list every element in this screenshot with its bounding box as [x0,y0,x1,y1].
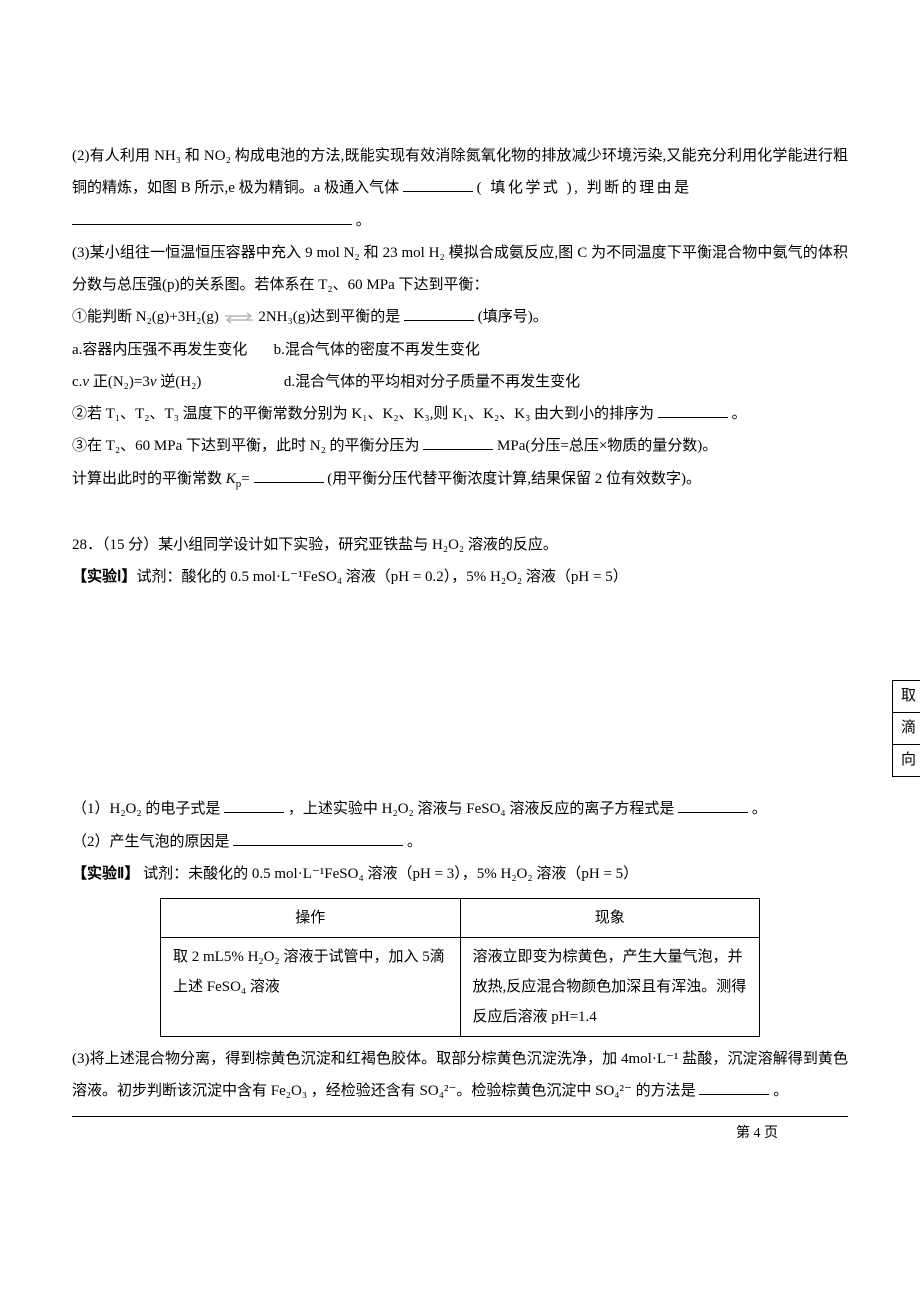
blank-pressure [423,434,493,450]
blank-reason [72,209,352,225]
q28-q1-b: ，上述实验中 H₂O₂ 溶液与 FeSO₄ 溶液反应的离子方程式是 [288,801,675,817]
q27-p2: (2)有人利用 NH₃ 和 NO₂ 构成电池的方法,既能实现有效消除氮氧化物的排… [72,140,848,205]
q27-p3-1c: (填序号)。 [478,309,548,325]
q27-p3-3b: MPa(分压=总压×物质的量分数)。 [497,438,717,454]
option-c-e: 逆(H₂) [157,374,202,390]
exp1-text: 试剂：酸化的 0.5 mol·L⁻¹FeSO₄ 溶液（pH = 0.2），5% … [136,569,627,585]
q28-q3-end: 。 [773,1083,788,1099]
q28-q1-a: （1）H₂O₂ 的电子式是 [72,801,220,817]
exp2-label: 【实验Ⅱ】 [72,866,139,882]
q27-p3-2-end: 。 [732,406,747,422]
page-number: 第 4 页 [72,1119,848,1149]
blank-bubble-reason [233,830,403,846]
q27-p3: (3)某小组往一恒温恒压容器中充入 9 mol N₂ 和 23 mol H₂ 模… [72,237,848,302]
q27-options-ab: a.容器内压强不再发生变化 b.混合气体的密度不再发生变化 [72,334,848,366]
q27-kp-b: (用平衡分压代替平衡浓度计算,结果保留 2 位有效数字)。 [327,471,701,487]
table-row: 取 2 mL5% H₂O₂ 溶液于试管中，加入 5滴上述 FeSO₄ 溶液 溶液… [161,938,760,1037]
option-d: d.混合气体的平均相对分子质量不再发生变化 [284,374,580,390]
option-c-a: c. [72,374,82,390]
blank-order [658,402,728,418]
q27-p3-2: ②若 T₁、T₂、T₃ 温度下的平衡常数分别为 K₁、K₂、K₃,则 K₁、K₂… [72,398,848,430]
exp1-label: 【实验Ⅰ】 [72,569,136,585]
side-r3: 向 [892,745,920,777]
q27-p3-3a: ③在 T₂、60 MPa 下达到平衡，此时 N₂ 的平衡分压为 [72,438,420,454]
equilibrium-arrow-icon [223,312,255,324]
q27-p3-1: ①能判断 N₂(g)+3H₂(g) 2NH₃(g)达到平衡的是 (填序号)。 [72,301,848,333]
blank-choice [404,305,474,321]
side-r2: 滴 [892,713,920,745]
exp2-text: 试剂：未酸化的 0.5 mol·L⁻¹FeSO₄ 溶液（pH = 3），5% H… [139,866,638,882]
q28-q1-c: 。 [752,801,767,817]
side-fragment-table: 取 滴 向 [892,680,920,777]
q27-kp-k: K [226,471,236,487]
q27-p3-2-text: ②若 T₁、T₂、T₃ 温度下的平衡常数分别为 K₁、K₂、K₃,则 K₁、K₂… [72,406,654,422]
q27-kp-a: 计算出此时的平衡常数 [72,471,226,487]
blank-electron [224,797,284,813]
q28-q3: (3)将上述混合物分离，得到棕黄色沉淀和红褐色胶体。取部分棕黄色沉淀洗净，加 4… [72,1043,848,1108]
q27-p2-hint: ( 填化学式 ), 判断的理由是 [477,180,692,196]
table-cell-op: 取 2 mL5% H₂O₂ 溶液于试管中，加入 5滴上述 FeSO₄ 溶液 [161,938,461,1037]
exp2-table: 操作 现象 取 2 mL5% H₂O₂ 溶液于试管中，加入 5滴上述 FeSO₄… [160,898,760,1037]
q27-p2-end: 。 [356,213,371,229]
blank-so4-method [699,1079,769,1095]
q28-q1: （1）H₂O₂ 的电子式是 ，上述实验中 H₂O₂ 溶液与 FeSO₄ 溶液反应… [72,793,848,825]
q27-p3-3: ③在 T₂、60 MPa 下达到平衡，此时 N₂ 的平衡分压为 MPa(分压=总… [72,430,848,462]
q27-kp: 计算出此时的平衡常数 Kp= (用平衡分压代替平衡浓度计算,结果保留 2 位有效… [72,463,848,495]
q27-kp-eq: = [241,471,249,487]
q28-exp1: 【实验Ⅰ】试剂：酸化的 0.5 mol·L⁻¹FeSO₄ 溶液（pH = 0.2… [72,561,848,593]
q27-p3-1a: ①能判断 N₂(g)+3H₂(g) [72,309,219,325]
option-b: b.混合气体的密度不再发生变化 [274,342,480,358]
blank-fill-gas [403,176,473,192]
table-cell-obs: 溶液立即变为棕黄色，产生大量气泡，并放热,反应混合物颜色加深且有浑浊。测得反应后… [460,938,760,1037]
q27-p2-blankline: 。 [72,205,848,237]
q28-q2-b: 。 [407,834,422,850]
spacer-exp1 [72,593,848,793]
q28-q2: （2）产生气泡的原因是 。 [72,826,848,858]
q28-q2-a: （2）产生气泡的原因是 [72,834,230,850]
q27-p3-1b: 2NH₃(g)达到平衡的是 [258,309,400,325]
table-header-obs: 现象 [460,899,760,938]
spacer [72,495,848,529]
side-r1: 取 [892,681,920,713]
footer-rule [72,1116,848,1117]
option-c-c: 正(N₂)=3 [89,374,150,390]
option-a: a.容器内压强不再发生变化 [72,342,247,358]
option-c-v2: v [150,374,157,390]
blank-kp [254,467,324,483]
q28-exp2: 【实验Ⅱ】 试剂：未酸化的 0.5 mol·L⁻¹FeSO₄ 溶液（pH = 3… [72,858,848,890]
table-header-op: 操作 [161,899,461,938]
q28-intro: 28．（15 分）某小组同学设计如下实验，研究亚铁盐与 H₂O₂ 溶液的反应。 [72,529,848,561]
q27-options-cd: c.v 正(N₂)=3v 逆(H₂) d.混合气体的平均相对分子质量不再发生变化 [72,366,848,398]
blank-ionic-eq [678,797,748,813]
